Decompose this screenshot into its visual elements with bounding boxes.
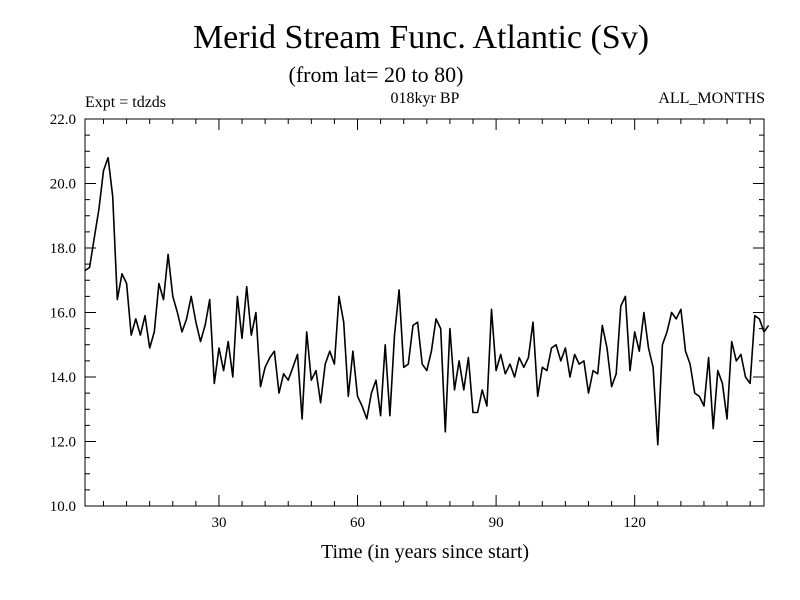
chart-subtitle: (from lat= 20 to 80): [289, 62, 464, 87]
y-tick-label: 16.0: [50, 306, 76, 322]
y-tick-label: 22.0: [50, 112, 76, 128]
chart-title: Merid Stream Func. Atlantic (Sv): [193, 19, 649, 56]
x-tick-label: 30: [211, 515, 226, 531]
x-tick-label: 60: [350, 515, 365, 531]
plot-frame: [84, 118, 765, 507]
y-tick-label: 14.0: [50, 370, 76, 386]
x-tick-labels: 30 60 90 120: [211, 515, 645, 531]
y-tick-label: 20.0: [50, 177, 76, 193]
y-tick-label: 10.0: [50, 499, 76, 515]
x-tick-label: 90: [489, 515, 504, 531]
months-label: ALL_MONTHS: [658, 90, 765, 107]
y-tick-label: 18.0: [50, 241, 76, 257]
x-tick-label: 120: [623, 515, 646, 531]
data-series-line: [84, 156, 770, 446]
period-label: 018kyr BP: [391, 90, 460, 107]
x-axis-label: Time (in years since start): [321, 541, 529, 563]
x-axis: [102, 119, 751, 506]
y-tick-label: 12.0: [50, 435, 76, 451]
y-tick-labels: 10.0 12.0 14.0 16.0 18.0 20.0 22.0: [50, 112, 76, 515]
y-axis: [85, 118, 764, 507]
experiment-label: Expt = tdzds: [85, 94, 166, 111]
